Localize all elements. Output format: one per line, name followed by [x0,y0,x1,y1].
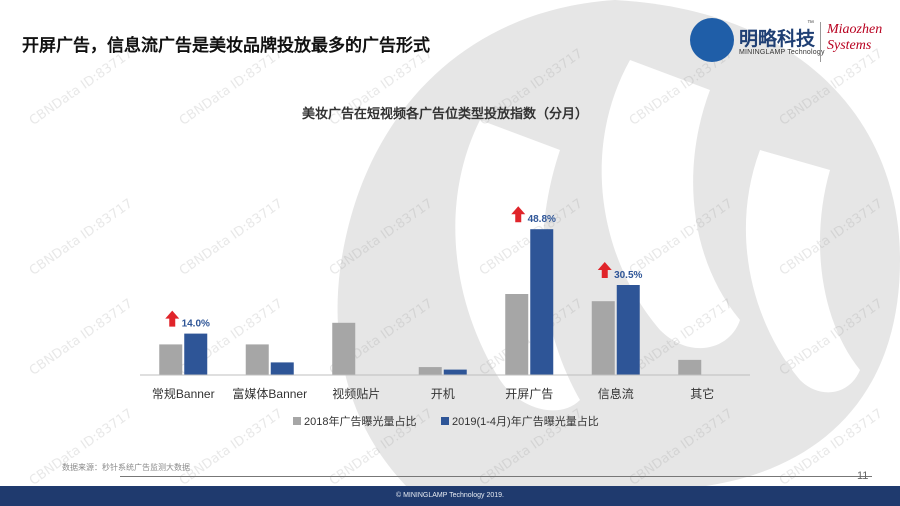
partner-logo: Miaozhen Systems [827,22,882,54]
chart-title: 美妆广告在短视频各广告位类型投放指数（分月） [302,106,588,121]
category-label: 富媒体Banner [232,386,307,401]
category-label: 视频贴片 [332,386,380,401]
source-divider [120,476,872,477]
category-label: 开屏广告 [505,387,553,401]
logo-trademark: ™ [807,20,814,27]
bar-2019 [616,285,640,375]
data-label: 48.8% [528,214,556,225]
bar-2019 [530,229,554,375]
bar-2018 [678,359,702,375]
bar-2018 [591,301,615,375]
bar-2019 [443,369,467,375]
data-label: 30.5% [614,270,642,281]
background-logo-mark [337,0,900,490]
increase-arrow-icon [511,206,526,223]
partner-logo-line2: Systems [827,38,872,53]
bar-2019 [270,362,294,375]
category-label: 开机 [431,387,455,401]
partner-logo-line1: Miaozhen [827,22,883,37]
legend-swatch [441,417,449,425]
footer-copyright: © MININGLAMP Technology 2019. [0,486,900,506]
logo-divider [820,22,821,62]
page-headline: 开屏广告，信息流广告是美妆品牌投放最多的广告形式 [22,36,430,55]
category-label: 其它 [690,386,714,401]
logo-subtext: MININGLAMP Technology [739,49,825,56]
page-number: 11 [857,470,869,482]
bar-2018 [245,344,269,375]
bar-2019 [184,333,208,375]
company-logo: 明略科技 ™ MININGLAMP Technology Miaozhen Sy… [690,16,890,66]
legend-label: 2019(1-4月)年广告曝光量占比 [452,414,599,428]
bar-2018 [418,367,442,375]
logo-emblem-icon [690,18,734,62]
category-label: 信息流 [598,386,634,401]
category-label: 常规Banner [152,386,215,401]
legend-label: 2018年广告曝光量占比 [304,414,416,428]
increase-arrow-icon [597,262,612,278]
data-label: 14.0% [182,319,210,330]
bar-2018 [332,322,356,375]
legend-swatch [293,417,301,425]
bar-2018 [505,294,529,375]
logo-text: 明略科技 [739,29,816,50]
bar-2018 [159,344,183,375]
increase-arrow-icon [165,310,180,327]
data-source-note: 数据来源：秒针系统广告监测大数据 [62,463,190,472]
